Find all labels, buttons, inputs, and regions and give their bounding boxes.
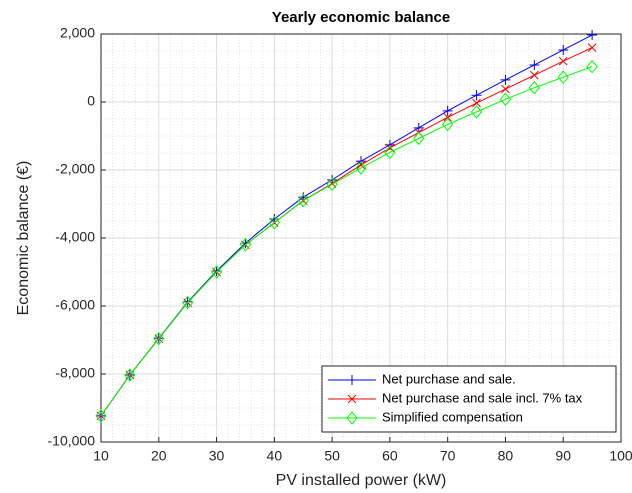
legend-label: Net purchase and sale incl. 7% tax — [382, 390, 583, 405]
legend-marker — [347, 375, 357, 385]
data-point — [210, 265, 223, 279]
y-tick-label: -10,000 — [48, 433, 96, 449]
data-point — [326, 177, 338, 192]
chart-title: Yearly economic balance — [272, 9, 450, 26]
series-line — [100, 66, 593, 417]
y-tick-label: 2,000 — [60, 25, 95, 41]
legend-marker — [346, 411, 358, 425]
data-point — [153, 331, 165, 346]
y-tick-label: 0 — [87, 93, 95, 109]
data-point — [182, 295, 194, 310]
data-point — [472, 98, 481, 108]
data-point — [124, 368, 136, 382]
legend: Net purchase and sale. Net purchase and s… — [321, 365, 617, 433]
y-tick-label: -4,000 — [55, 229, 95, 245]
data-point — [501, 84, 510, 94]
data-point — [586, 59, 598, 74]
data-point — [529, 59, 540, 70]
data-point — [356, 160, 366, 170]
x-tick-label: 100 — [609, 448, 632, 464]
data-point — [528, 80, 540, 95]
data-point — [558, 44, 569, 55]
x-tick-label: 40 — [267, 448, 283, 464]
x-tick-label: 60 — [382, 448, 398, 464]
data-point — [442, 105, 453, 116]
data-point — [297, 193, 309, 208]
data-point — [587, 43, 597, 52]
x-axis-label: PV installed power (kW) — [276, 472, 447, 489]
x-tick-label: 30 — [209, 448, 225, 464]
x-tick-label: 80 — [498, 448, 514, 464]
data-point — [413, 122, 424, 133]
data-point — [499, 92, 512, 107]
legend-label: Simplified compensation — [382, 409, 523, 424]
data-point — [500, 74, 511, 85]
x-tick-label: 90 — [555, 448, 571, 464]
data-point — [470, 105, 483, 119]
data-point — [211, 265, 222, 276]
data-point — [471, 90, 482, 101]
x-tick-label: 10 — [93, 448, 109, 464]
y-axis-label: Economic balance (€) — [15, 161, 32, 316]
data-point — [443, 112, 453, 122]
data-point — [442, 117, 454, 132]
data-point — [587, 30, 598, 41]
x-tick-label: 50 — [324, 448, 340, 464]
plot-frame — [100, 33, 622, 443]
y-tick-label: -6,000 — [55, 297, 95, 313]
data-point — [239, 238, 252, 252]
y-tick-label: -8,000 — [55, 365, 95, 381]
data-point — [384, 145, 396, 160]
y-tick-label: -2,000 — [55, 161, 95, 177]
data-point — [268, 215, 280, 230]
data-point — [558, 56, 568, 66]
data-point — [95, 409, 107, 423]
x-tick-label: 70 — [440, 448, 456, 464]
legend-marker — [347, 394, 357, 404]
x-tick-label: 20 — [151, 448, 167, 464]
data-point — [557, 70, 569, 84]
legend-label: Net purchase and sale. — [382, 371, 516, 386]
data-point — [529, 70, 539, 80]
data-point — [355, 161, 367, 175]
data-point — [413, 131, 425, 146]
